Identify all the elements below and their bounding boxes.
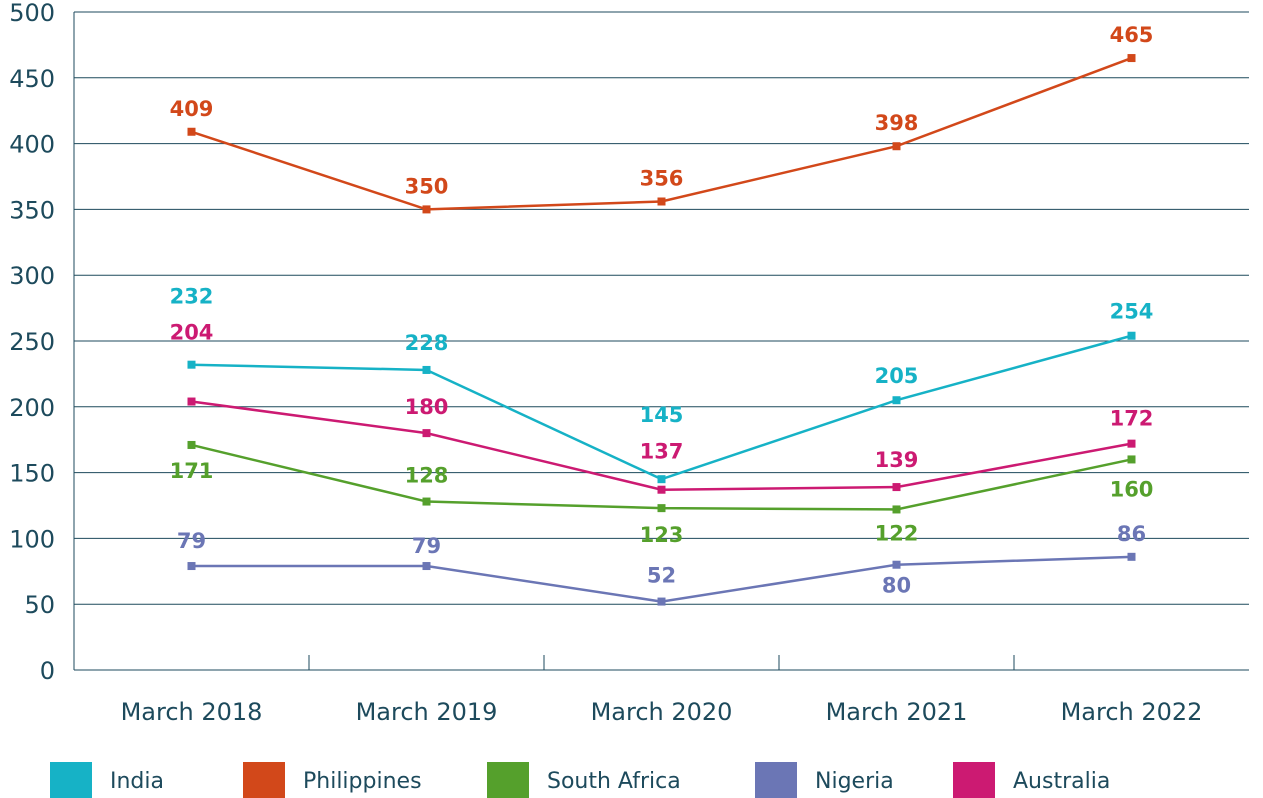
legend-label: India xyxy=(110,769,164,794)
point-marker xyxy=(1127,331,1136,340)
point-marker xyxy=(422,562,431,571)
point-marker xyxy=(892,142,901,151)
point-marker xyxy=(187,397,196,406)
point-marker xyxy=(1127,54,1136,63)
y-tick-label: 0 xyxy=(40,657,55,685)
legend-swatch xyxy=(953,762,995,798)
y-tick-label: 400 xyxy=(9,131,55,159)
data-label: 137 xyxy=(640,440,684,464)
data-label: 79 xyxy=(177,529,206,553)
y-tick-label: 350 xyxy=(9,196,55,224)
y-tick-label: 500 xyxy=(9,0,55,27)
x-tick-label: March 2022 xyxy=(1061,698,1203,726)
data-label: 80 xyxy=(882,574,911,598)
point-marker xyxy=(657,197,666,206)
data-label: 232 xyxy=(170,285,214,309)
point-marker xyxy=(422,365,431,374)
data-label: 122 xyxy=(875,521,919,545)
data-label: 171 xyxy=(170,459,214,483)
point-marker xyxy=(187,562,196,571)
data-label: 180 xyxy=(405,395,449,419)
data-label: 350 xyxy=(405,174,449,198)
x-tick-label: March 2018 xyxy=(121,698,263,726)
point-marker xyxy=(892,483,901,492)
point-marker xyxy=(1127,455,1136,464)
x-tick-label: March 2019 xyxy=(356,698,498,726)
data-label: 139 xyxy=(875,448,919,472)
data-label: 160 xyxy=(1110,477,1154,501)
data-label: 204 xyxy=(170,321,214,345)
y-tick-label: 250 xyxy=(9,328,55,356)
point-marker xyxy=(1127,552,1136,561)
data-label: 228 xyxy=(405,331,449,355)
point-marker xyxy=(657,475,666,484)
y-tick-label: 300 xyxy=(9,262,55,290)
y-tick-label: 450 xyxy=(9,65,55,93)
legend-label: Australia xyxy=(1013,769,1110,794)
point-marker xyxy=(892,560,901,569)
y-tick-label: 150 xyxy=(9,460,55,488)
data-label: 123 xyxy=(640,523,684,547)
x-tick-label: March 2020 xyxy=(591,698,733,726)
data-label: 145 xyxy=(640,403,684,427)
data-label: 79 xyxy=(412,534,441,558)
point-marker xyxy=(657,485,666,494)
data-label: 86 xyxy=(1117,522,1146,546)
data-label: 398 xyxy=(875,111,919,135)
data-label: 254 xyxy=(1110,300,1154,324)
legend-label: Philippines xyxy=(303,769,422,794)
data-label: 172 xyxy=(1110,407,1154,431)
data-label: 465 xyxy=(1110,23,1154,47)
y-tick-label: 200 xyxy=(9,394,55,422)
point-marker xyxy=(892,505,901,514)
data-label: 205 xyxy=(875,364,919,388)
x-tick-label: March 2021 xyxy=(826,698,968,726)
data-label: 356 xyxy=(640,167,684,191)
data-label: 52 xyxy=(647,564,676,588)
point-marker xyxy=(892,396,901,405)
legend-label: Nigeria xyxy=(815,769,894,794)
point-marker xyxy=(422,497,431,506)
y-tick-label: 50 xyxy=(24,591,55,619)
point-marker xyxy=(422,205,431,214)
data-label: 128 xyxy=(405,464,449,488)
data-label: 409 xyxy=(170,97,214,121)
y-tick-label: 100 xyxy=(9,525,55,553)
legend-swatch xyxy=(50,762,92,798)
point-marker xyxy=(187,360,196,369)
point-marker xyxy=(187,440,196,449)
point-marker xyxy=(187,127,196,136)
point-marker xyxy=(422,429,431,438)
legend-swatch xyxy=(755,762,797,798)
legend-label: South Africa xyxy=(547,769,681,794)
legend-swatch xyxy=(487,762,529,798)
point-marker xyxy=(657,597,666,606)
point-marker xyxy=(1127,439,1136,448)
point-marker xyxy=(657,504,666,513)
legend-swatch xyxy=(243,762,285,798)
